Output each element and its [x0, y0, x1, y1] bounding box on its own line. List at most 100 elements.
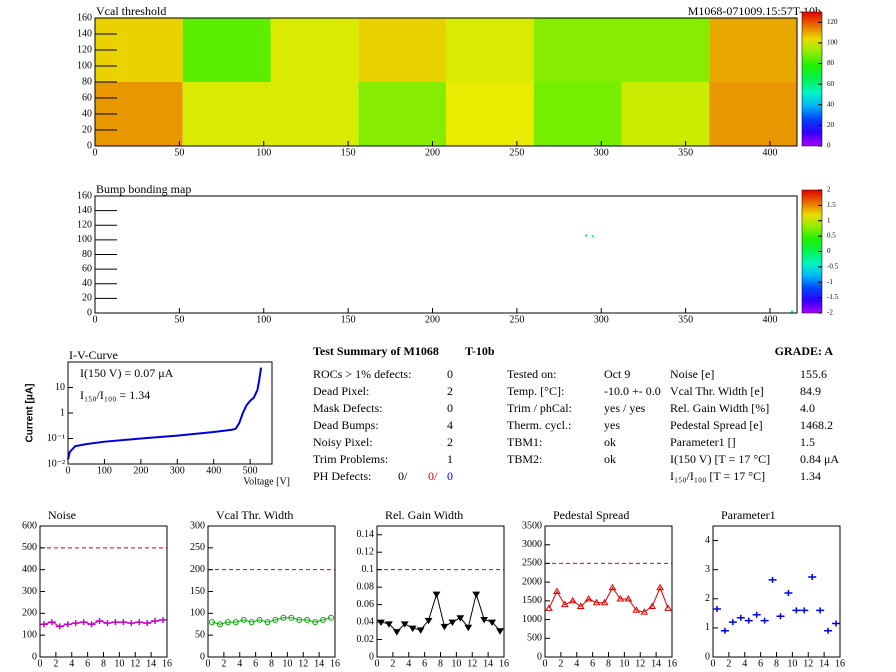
x-tick-label: 10 — [451, 658, 461, 669]
marker — [135, 619, 144, 626]
marker — [768, 576, 777, 583]
x-tick-label: 300 — [594, 147, 609, 158]
x-tick-label: 12 — [635, 658, 645, 669]
x-tick-label: 4 — [742, 658, 747, 669]
y-tick-label: 60 — [82, 92, 92, 103]
x-tick-label: 14 — [146, 658, 156, 669]
marker — [592, 598, 601, 606]
heatmap-cell — [621, 18, 710, 82]
y-tick-label: 100 — [22, 629, 37, 640]
x-tick-label: 10 — [282, 658, 292, 669]
marker — [784, 589, 793, 596]
summary-value: ok — [604, 452, 616, 466]
y-tick-label: 20 — [82, 124, 92, 135]
y-tick-label: 300 — [22, 586, 37, 597]
y-tick-label: 0.1 — [362, 564, 375, 575]
marker — [496, 628, 504, 635]
x-tick-label: 4 — [574, 658, 579, 669]
x-tick-label: 50 — [174, 314, 184, 325]
marker — [560, 600, 569, 608]
summary-label: TBM2: — [507, 452, 542, 466]
marker — [103, 620, 112, 627]
marker — [624, 595, 633, 602]
marker — [400, 621, 409, 628]
colorbar-label: -0.5 — [827, 262, 839, 270]
heatmap-cell — [621, 82, 710, 146]
chart-title: Parameter1 — [721, 508, 776, 522]
y-tick-label: 0.08 — [357, 581, 375, 592]
y-tick-label: 2500 — [522, 558, 542, 569]
chart-title: Pedestal Spread — [553, 508, 629, 522]
y-tick-label: 140 — [77, 28, 92, 39]
y-tick-label: 600 — [22, 520, 37, 531]
x-tick-label: 150 — [341, 147, 356, 158]
y-tick-label: 2000 — [522, 576, 542, 587]
y-tick-label: 400 — [22, 564, 37, 575]
x-tick-label: 2 — [726, 658, 731, 669]
summary-value: yes — [604, 418, 620, 432]
bump-point — [585, 234, 588, 237]
marker — [568, 596, 577, 604]
plot-frame — [712, 525, 841, 658]
marker — [288, 614, 295, 621]
y-tick-label: 0.14 — [357, 529, 375, 540]
x-tick-label: 0 — [543, 658, 548, 669]
x-tick-label: 0 — [38, 658, 43, 669]
summary-label: I(150 V) [T = 17 °C] — [670, 452, 770, 466]
y-tick-label: 0 — [705, 651, 710, 662]
heatmap-cell — [533, 82, 622, 146]
x-tick-label: 0 — [93, 147, 98, 158]
x-tick-label: 8 — [606, 658, 611, 669]
colorbar-label: 1 — [827, 216, 831, 224]
y-tick-label: 40 — [82, 278, 92, 289]
summary-label: Parameter1 [] — [670, 435, 736, 449]
x-tick-label: 0 — [93, 314, 98, 325]
plot-frame — [544, 525, 673, 658]
y-tick-label: 0 — [200, 651, 205, 662]
summary-value: 1468.2 — [800, 418, 833, 432]
y-tick-label: 4 — [705, 535, 710, 546]
marker — [328, 614, 335, 621]
x-tick-label: 6 — [758, 658, 763, 669]
colorbar-label: 60 — [827, 80, 835, 88]
summary-label: Therm. cycl.: — [507, 418, 571, 432]
colorbar-label: 1.5 — [827, 201, 836, 209]
grade: GRADE: A — [775, 344, 834, 358]
x-tick-label: 10 — [787, 658, 797, 669]
x-tick-label: 12 — [130, 658, 140, 669]
marker — [816, 607, 825, 614]
x-tick-label: 200 — [425, 147, 440, 158]
marker — [456, 615, 465, 622]
y-tick-label: 120 — [77, 220, 92, 231]
ph-defects-value: 0/ — [428, 469, 438, 483]
x-tick-label: 12 — [803, 658, 813, 669]
y-axis-label: Current [μA] — [25, 384, 36, 443]
summary-value: 1 — [447, 452, 453, 466]
summary-value: ok — [604, 435, 616, 449]
marker — [480, 616, 489, 624]
colorbar-label: 0 — [827, 247, 831, 255]
heatmap-cell — [709, 18, 797, 82]
x-tick-label: 100 — [97, 465, 112, 476]
marker — [385, 621, 393, 628]
x-tick-label: 6 — [85, 658, 90, 669]
summary-value: 0 — [447, 401, 453, 415]
marker — [79, 619, 88, 626]
summary-value: 0.84 μA — [800, 452, 839, 466]
marker — [63, 621, 72, 628]
marker — [55, 623, 64, 630]
marker — [640, 608, 649, 615]
y-tick-label: 160 — [77, 12, 92, 23]
x-tick-label: 16 — [162, 658, 172, 669]
colorbar-label: -1.5 — [827, 293, 839, 301]
x-tick-label: 6 — [422, 658, 427, 669]
series-line — [380, 592, 501, 633]
colorbar-label: -1 — [827, 278, 833, 286]
marker — [320, 616, 327, 623]
marker — [143, 620, 152, 627]
x-tick-label: 4 — [406, 658, 411, 669]
y-tick-label: 0 — [537, 651, 542, 662]
summary-label: Dead Bumps: — [313, 418, 379, 432]
marker — [792, 607, 801, 614]
y-tick-label: 1500 — [522, 595, 542, 606]
